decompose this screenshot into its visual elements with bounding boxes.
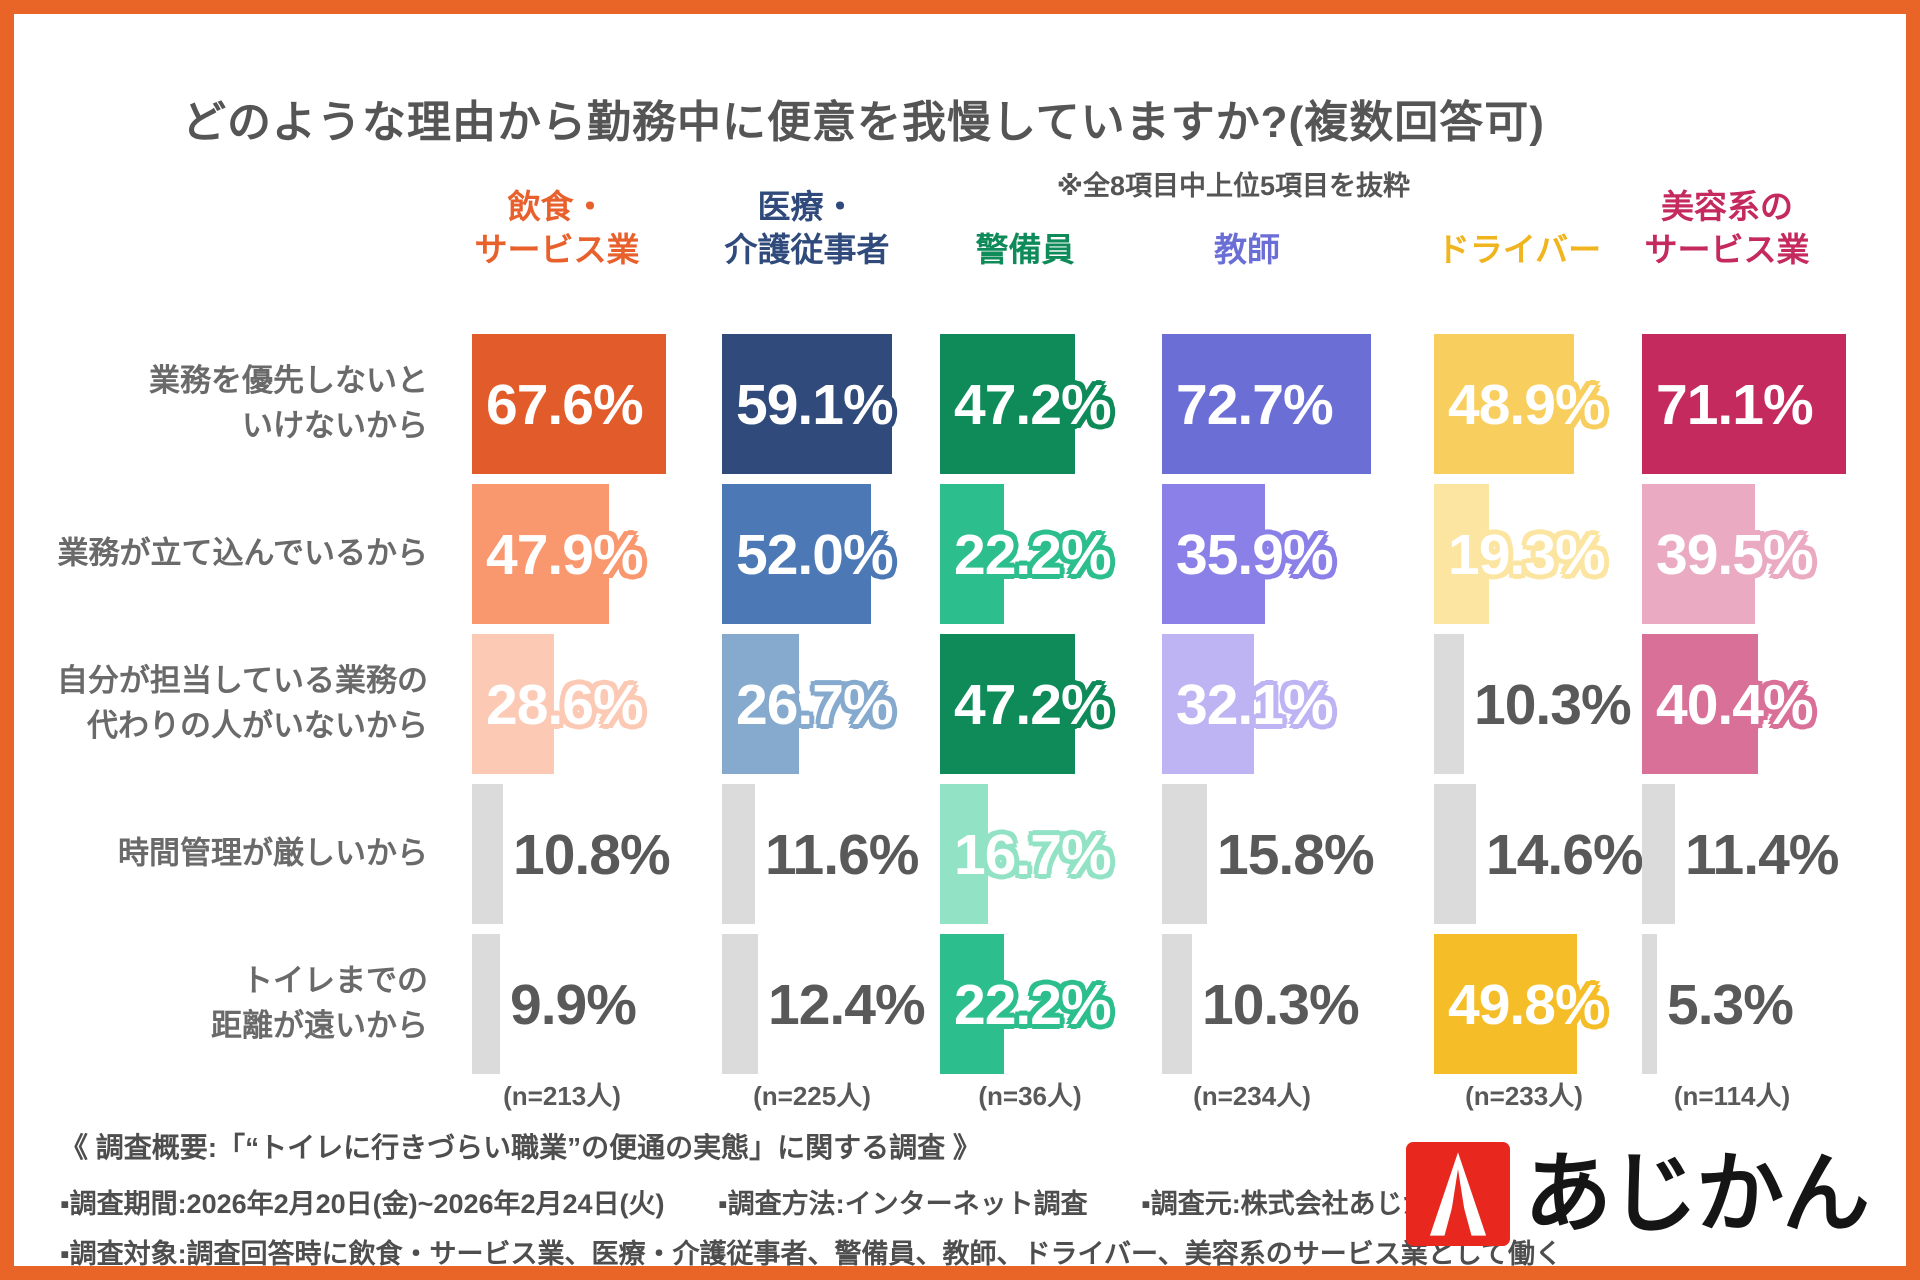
survey-summary-row: ▪調査期間:2026年2月20日(金)~2026年2月24日(火) ▪調査方法:… — [60, 1182, 1562, 1221]
bar-教師-row0 — [1162, 334, 1371, 474]
survey-source: ▪調査元:株式会社あじかん — [1141, 1189, 1457, 1219]
value-label-医療・介護従事者-row3: 11.6% — [765, 823, 919, 887]
value-label-医療・介護従事者-row4: 12.4% — [768, 973, 926, 1037]
value-label-教師-row2: 32.1% — [1176, 673, 1334, 737]
column-header-5: 美容系の サービス業 — [1644, 188, 1810, 269]
value-label-美容系のサービス業-row3: 11.4% — [1685, 823, 1839, 887]
value-label-ドライバー-row2: 10.3% — [1474, 673, 1632, 737]
value-label-飲食・サービス業-row4: 9.9% — [510, 973, 637, 1037]
bar-ドライバー-row0 — [1434, 334, 1574, 474]
value-label-警備員-row0: 47.2% — [954, 373, 1112, 437]
survey-summary-headline: 《 調査概要:「“トイレに行きづらい職業”の便通の実態」に関する調査 》 — [60, 1132, 981, 1163]
value-label-教師-row0: 72.7% — [1176, 373, 1334, 437]
page-title: どのような理由から勤務中に便意を我慢していますか?(複数回答可) — [182, 98, 1545, 147]
value-label-教師-row1: 35.9% — [1176, 523, 1334, 587]
value-label-医療・介護従事者-row1: 52.0% — [736, 523, 894, 587]
value-label-ドライバー-row3: 14.6% — [1486, 823, 1644, 887]
bar-警備員-row1 — [940, 484, 1004, 624]
value-label-医療・介護従事者-row0: 59.1% — [736, 373, 894, 437]
row-label-2: 自分が担当している業務の 代わりの人がいないから — [56, 663, 428, 743]
value-label-飲食・サービス業-row2: 28.6% — [486, 673, 644, 737]
column-header-0: 飲食・ サービス業 — [474, 188, 640, 269]
bar-教師-row3 — [1162, 784, 1207, 924]
survey-target: ▪調査対象:調査回答時に飲食・サービス業、医療・介護従事者、警備員、教師、ドライ… — [60, 1239, 1562, 1269]
value-label-美容系のサービス業-row2: 40.4% — [1656, 673, 1814, 737]
n-label-2: (n=36人) — [978, 1081, 1082, 1111]
value-label-警備員-row1: 22.2% — [954, 523, 1112, 587]
value-label-教師-row3: 15.8% — [1217, 823, 1375, 887]
n-label-5: (n=114人) — [1673, 1081, 1791, 1111]
bar-ドライバー-row3 — [1434, 784, 1476, 924]
value-label-飲食・サービス業-row0: 67.6% — [486, 373, 644, 437]
bar-飲食・サービス業-row4 — [472, 934, 500, 1074]
bar-美容系のサービス業-row0 — [1642, 334, 1846, 474]
bar-飲食・サービス業-row0 — [472, 334, 666, 474]
survey-summary: 《 調査概要:「“トイレに行きづらい職業”の便通の実態」に関する調査 》 ▪調査… — [60, 1126, 1562, 1269]
survey-period: ▪調査期間:2026年2月20日(金)~2026年2月24日(火) — [60, 1189, 665, 1219]
bar-美容系のサービス業-row4 — [1642, 934, 1657, 1074]
column-header-1: 医療・ 介護従事者 — [724, 188, 890, 269]
bar-教師-row2 — [1162, 634, 1254, 774]
value-label-美容系のサービス業-row1: 39.5% — [1656, 523, 1814, 587]
survey-summary-row: ▪調査対象:調査回答時に飲食・サービス業、医療・介護従事者、警備員、教師、ドライ… — [60, 1232, 1562, 1269]
value-label-美容系のサービス業-row4: 5.3% — [1667, 973, 1794, 1037]
value-label-美容系のサービス業-row0: 71.1% — [1656, 373, 1814, 437]
bar-警備員-row0 — [940, 334, 1075, 474]
row-label-0: 業務を優先しないと いけないから — [149, 363, 428, 443]
bar-飲食・サービス業-row1 — [472, 484, 609, 624]
bar-医療・介護従事者-row1 — [722, 484, 871, 624]
value-label-教師-row4: 10.3% — [1202, 973, 1360, 1037]
bar-警備員-row4 — [940, 934, 1004, 1074]
bar-美容系のサービス業-row3 — [1642, 784, 1675, 924]
page-note: ※全8項目中上位5項目を抜粋 — [1056, 171, 1410, 201]
value-label-ドライバー-row1: 19.3% — [1448, 523, 1606, 587]
bar-美容系のサービス業-row1 — [1642, 484, 1755, 624]
n-label-3: (n=234人) — [1193, 1081, 1311, 1111]
value-label-飲食・サービス業-row1: 47.9% — [486, 523, 644, 587]
bar-医療・介護従事者-row3 — [722, 784, 755, 924]
bar-医療・介護従事者-row4 — [722, 934, 758, 1074]
company-logo-text: あじかん — [1523, 1144, 1870, 1243]
bar-警備員-row3 — [940, 784, 988, 924]
bar-飲食・サービス業-row3 — [472, 784, 503, 924]
bar-教師-row1 — [1162, 484, 1265, 624]
bar-警備員-row2 — [940, 634, 1075, 774]
column-header-2: 警備員 — [975, 231, 1075, 269]
column-header-4: ドライバー — [1436, 231, 1602, 269]
bar-美容系のサービス業-row2 — [1642, 634, 1758, 774]
value-label-ドライバー-row0: 48.9% — [1448, 373, 1606, 437]
n-label-0: (n=213人) — [503, 1081, 621, 1111]
bar-医療・介護従事者-row2 — [722, 634, 799, 774]
row-label-3: 時間管理が厳しいから — [118, 835, 428, 871]
value-label-警備員-row2: 47.2% — [954, 673, 1112, 737]
column-header-3: 教師 — [1214, 231, 1280, 269]
value-label-医療・介護従事者-row2: 26.7% — [736, 673, 894, 737]
value-label-警備員-row3: 16.7% — [954, 823, 1112, 887]
n-label-4: (n=233人) — [1465, 1081, 1583, 1111]
row-label-4: トイレまでの 距離が遠いから — [211, 963, 428, 1043]
value-label-飲食・サービス業-row3: 10.8% — [513, 823, 671, 887]
bar-教師-row4 — [1162, 934, 1192, 1074]
bar-ドライバー-row4 — [1434, 934, 1577, 1074]
value-label-警備員-row4: 22.2% — [954, 973, 1112, 1037]
bar-医療・介護従事者-row0 — [722, 334, 892, 474]
n-label-1: (n=225人) — [753, 1081, 871, 1111]
ajikan-a-mark-icon — [1405, 1142, 1510, 1246]
row-label-1: 業務が立て込んでいるから — [57, 535, 428, 571]
bar-ドライバー-row1 — [1434, 484, 1489, 624]
company-logo: あじかん — [1405, 1142, 1870, 1246]
bar-ドライバー-row2 — [1434, 634, 1464, 774]
value-label-ドライバー-row4: 49.8% — [1448, 973, 1606, 1037]
survey-method: ▪調査方法:インターネット調査 — [718, 1189, 1088, 1219]
bar-飲食・サービス業-row2 — [472, 634, 554, 774]
